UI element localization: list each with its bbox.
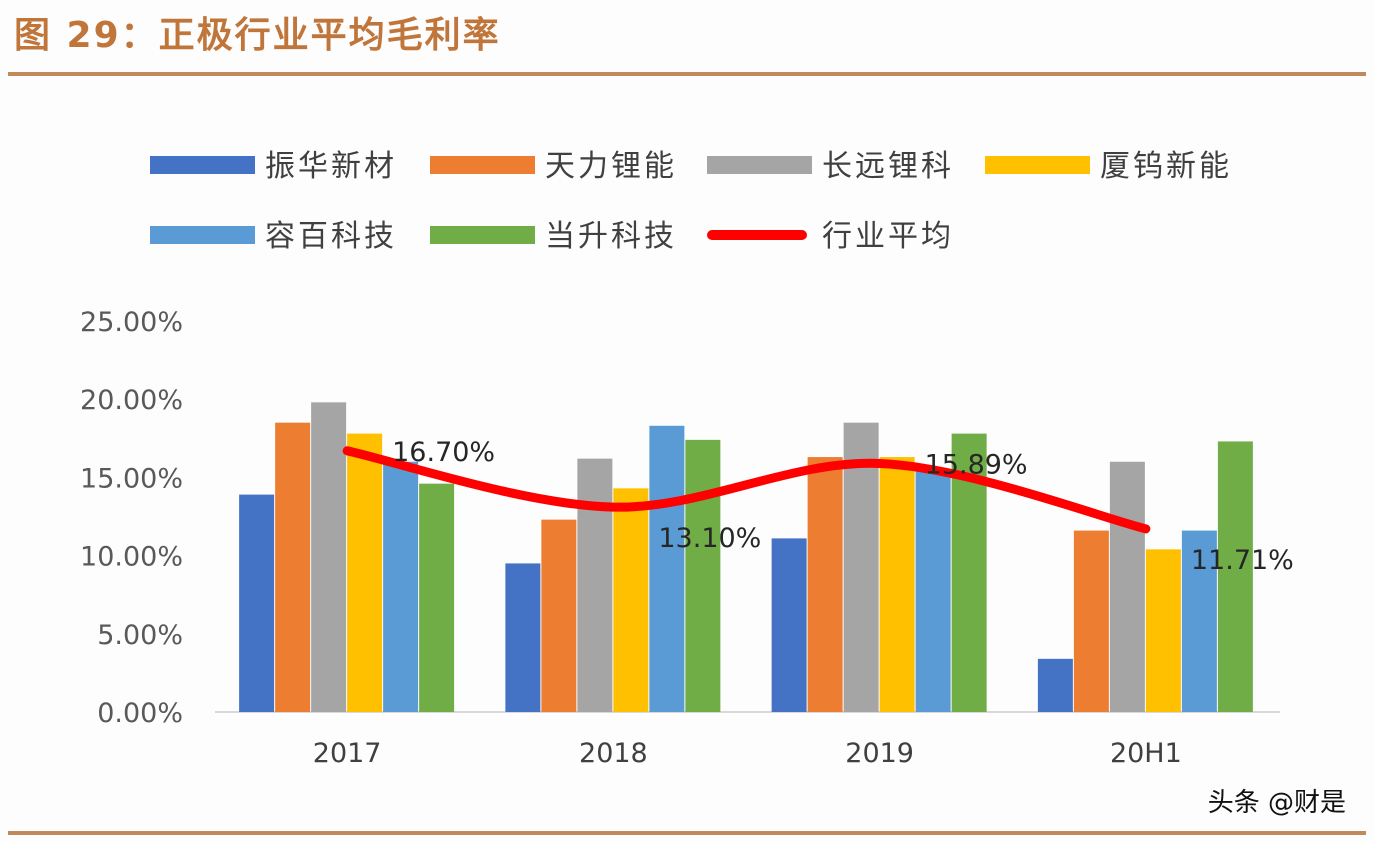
legend-label: 厦钨新能	[1100, 149, 1232, 184]
bar-容百科技-20H1	[1181, 530, 1217, 712]
legend-label: 当升科技	[545, 219, 677, 254]
bar-容百科技-2017	[383, 461, 419, 712]
bar-当升科技-2018	[685, 439, 721, 712]
bar-长远锂科-20H1	[1109, 461, 1145, 712]
y-tick-label: 10.00%	[80, 542, 183, 573]
bar-振华新材-2017	[239, 494, 275, 712]
legend-swatch	[150, 226, 255, 244]
bar-当升科技-2017	[419, 483, 455, 712]
data-label: 13.10%	[658, 523, 761, 554]
bar-天力锂能-2019	[807, 457, 843, 712]
y-tick-label: 20.00%	[80, 385, 183, 416]
legend-label: 长远锂科	[822, 149, 954, 184]
bar-长远锂科-2017	[311, 402, 347, 712]
legend-swatch	[430, 156, 535, 174]
top-divider	[8, 72, 1366, 76]
bar-振华新材-2019	[771, 538, 807, 712]
bar-振华新材-2018	[505, 563, 541, 712]
legend-label: 振华新材	[265, 149, 397, 184]
y-tick-label: 5.00%	[97, 620, 183, 651]
bar-天力锂能-20H1	[1073, 530, 1109, 712]
data-label: 16.70%	[392, 437, 495, 468]
bar-容百科技-2019	[915, 469, 951, 712]
x-tick-label: 20H1	[1110, 738, 1182, 769]
x-tick-label: 2017	[313, 738, 382, 769]
bar-长远锂科-2018	[577, 458, 613, 712]
legend-swatch	[985, 156, 1090, 174]
bar-厦钨新能-2019	[879, 457, 915, 712]
x-tick-label: 2019	[845, 738, 914, 769]
line-行业平均	[342, 446, 1151, 534]
bar-振华新材-20H1	[1037, 658, 1073, 712]
legend-label: 容百科技	[265, 219, 397, 254]
x-tick-label: 2018	[579, 738, 648, 769]
data-label: 15.89%	[925, 449, 1028, 480]
bar-厦钨新能-20H1	[1145, 549, 1181, 712]
legend-swatch	[707, 156, 812, 174]
y-tick-label: 0.00%	[97, 698, 183, 729]
legend-label: 天力锂能	[545, 149, 677, 184]
bar-当升科技-20H1	[1217, 441, 1253, 712]
watermark: 头条 @财是	[1207, 788, 1346, 818]
bar-容百科技-2018	[649, 425, 685, 712]
bar-天力锂能-2017	[275, 422, 311, 712]
bar-天力锂能-2018	[541, 519, 577, 712]
data-label: 11.71%	[1191, 545, 1294, 576]
figure-title: 图 29：正极行业平均毛利率	[14, 15, 501, 56]
bar-厦钨新能-2018	[613, 488, 649, 712]
y-tick-label: 25.00%	[80, 307, 183, 338]
bar-厦钨新能-2017	[347, 433, 383, 712]
bottom-divider	[8, 831, 1366, 835]
legend-label: 行业平均	[822, 219, 954, 254]
bar-长远锂科-2019	[843, 422, 879, 712]
legend-swatch	[150, 156, 255, 174]
y-tick-label: 15.00%	[80, 463, 183, 494]
legend-swatch	[430, 226, 535, 244]
